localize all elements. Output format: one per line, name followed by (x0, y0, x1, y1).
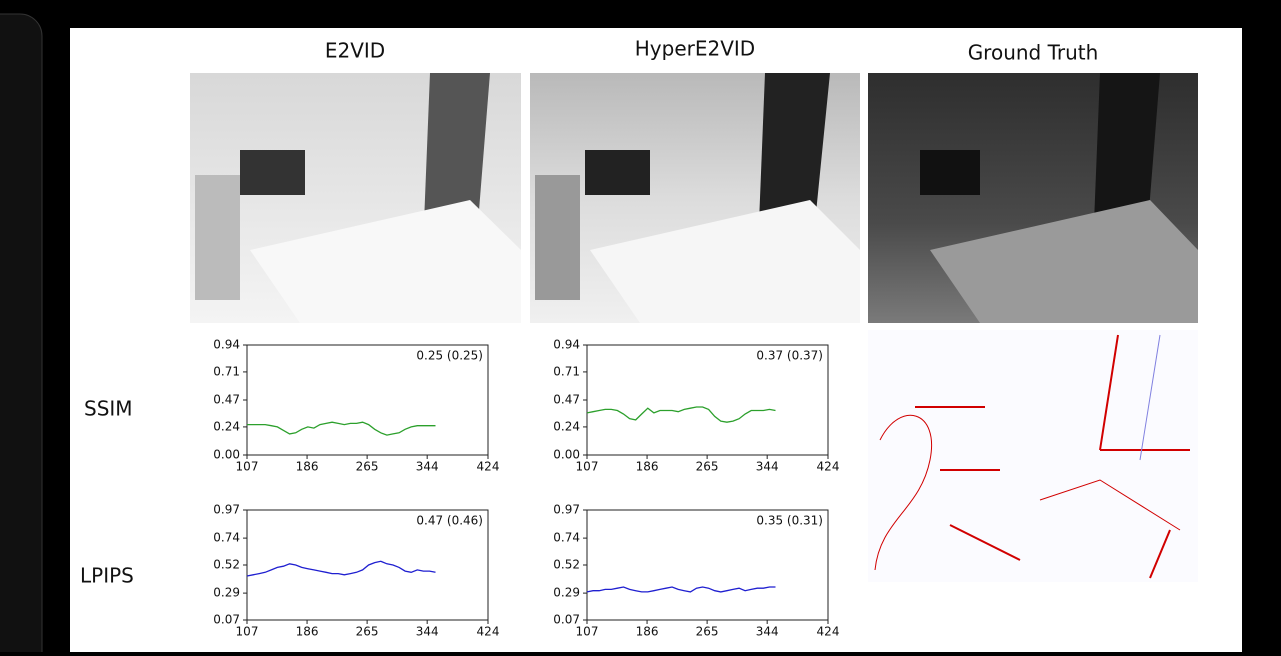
y-tick-label: 0.24 (553, 419, 580, 433)
y-tick-label: 0.29 (553, 586, 580, 600)
x-tick-label: 265 (356, 625, 379, 639)
x-tick-label: 344 (416, 460, 439, 474)
x-tick-label: 424 (477, 460, 500, 474)
y-tick-label: 0.24 (213, 419, 240, 433)
row-label: LPIPS (80, 564, 134, 588)
y-tick-label: 0.52 (213, 558, 240, 572)
y-tick-label: 0.74 (213, 531, 240, 545)
annotation: 0.25 (0.25) (416, 349, 483, 363)
column-title: E2VID (325, 39, 385, 63)
row-label: SSIM (84, 397, 133, 421)
column-title: Ground Truth (968, 41, 1099, 65)
y-tick-label: 0.94 (213, 338, 240, 352)
x-tick-label: 265 (356, 460, 379, 474)
y-tick-label: 0.47 (553, 393, 580, 407)
x-tick-label: 186 (296, 460, 319, 474)
y-tick-label: 0.52 (553, 558, 580, 572)
x-tick-label: 265 (696, 625, 719, 639)
x-tick-label: 107 (576, 460, 599, 474)
x-tick-label: 186 (296, 625, 319, 639)
x-tick-label: 424 (477, 625, 500, 639)
annotation: 0.35 (0.31) (756, 514, 823, 528)
image-e2vid (190, 73, 521, 323)
image-ground-truth (868, 73, 1198, 323)
y-tick-label: 0.71 (213, 364, 240, 378)
x-tick-label: 424 (817, 460, 840, 474)
y-tick-label: 0.29 (213, 586, 240, 600)
x-tick-label: 344 (756, 625, 779, 639)
figure: E2VID HyperE2VID Ground Truth SSIM LPIPS… (0, 0, 1281, 652)
y-tick-label: 0.47 (213, 393, 240, 407)
y-tick-label: 0.94 (553, 338, 580, 352)
column-title: HyperE2VID (635, 37, 755, 61)
x-tick-label: 186 (636, 460, 659, 474)
y-tick-label: 0.97 (213, 503, 240, 517)
x-tick-label: 344 (416, 625, 439, 639)
x-tick-label: 265 (696, 460, 719, 474)
x-tick-label: 107 (236, 460, 259, 474)
x-tick-label: 186 (636, 625, 659, 639)
annotation: 0.37 (0.37) (756, 349, 823, 363)
annotation: 0.47 (0.46) (416, 514, 483, 528)
image-hypere2vid (530, 73, 860, 323)
x-tick-label: 344 (756, 460, 779, 474)
y-tick-label: 0.71 (553, 364, 580, 378)
x-tick-label: 107 (576, 625, 599, 639)
x-tick-label: 107 (236, 625, 259, 639)
left-edge (0, 14, 42, 652)
y-tick-label: 0.97 (553, 503, 580, 517)
x-tick-label: 424 (817, 625, 840, 639)
y-tick-label: 0.74 (553, 531, 580, 545)
event-image (868, 330, 1198, 582)
